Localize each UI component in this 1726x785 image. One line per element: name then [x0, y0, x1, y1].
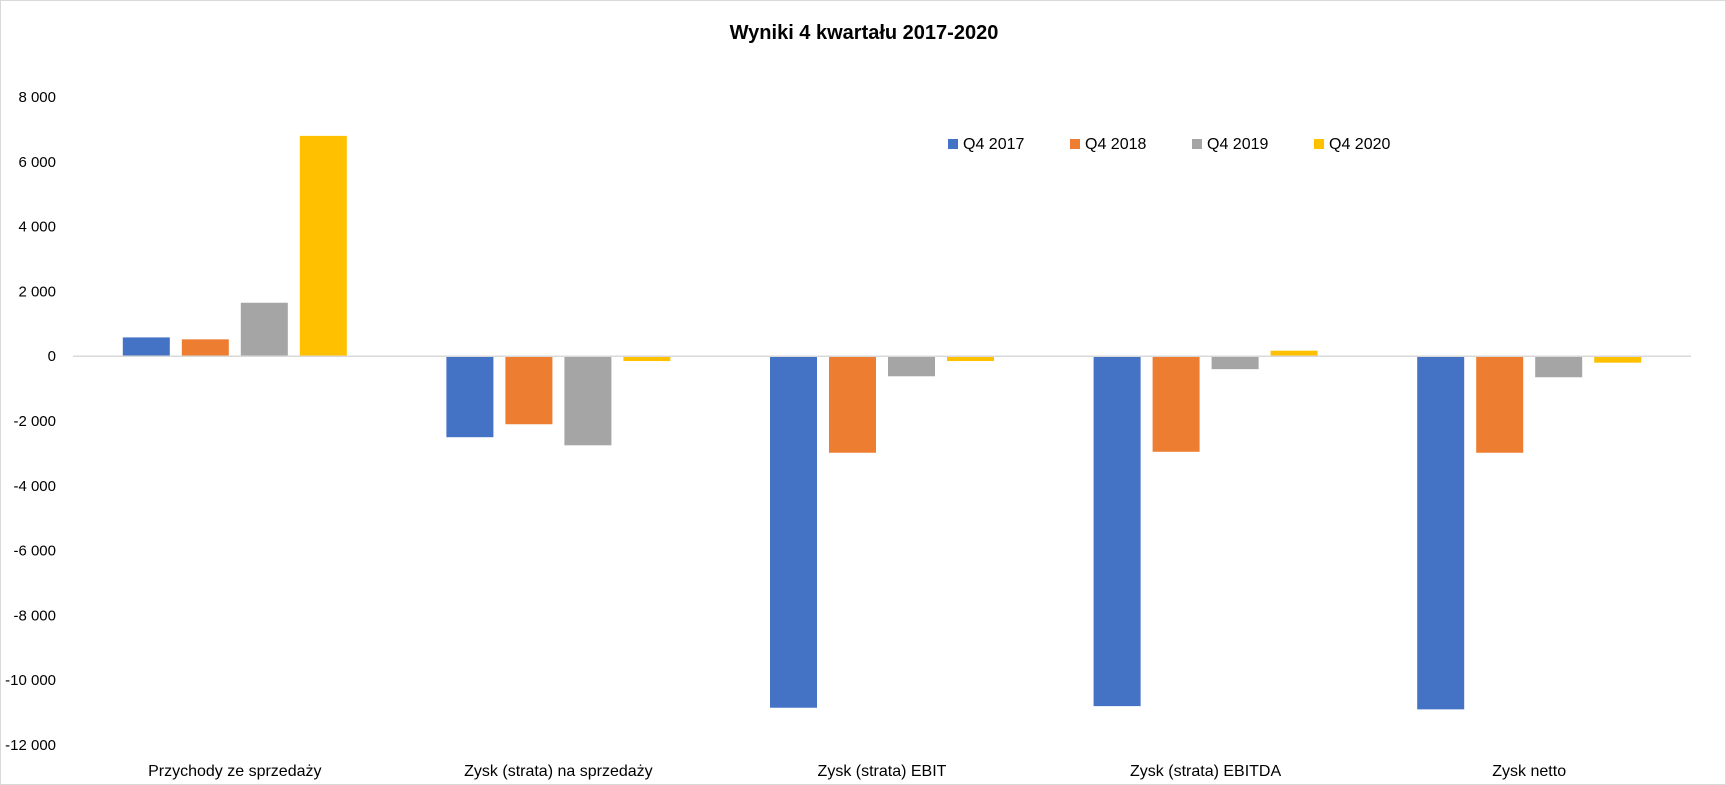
bar-q4-2018 [1476, 356, 1524, 453]
y-tick-label: -4 000 [13, 478, 56, 495]
bar-q4-2018 [505, 356, 553, 425]
bar-q4-2019 [1535, 356, 1583, 378]
y-tick-label: -12 000 [5, 737, 56, 754]
bar-q4-2020 [947, 356, 994, 362]
bar-q4-2019 [564, 356, 612, 446]
y-tick-label: 8 000 [18, 89, 56, 106]
bar-q4-2018 [1152, 356, 1200, 452]
bar-q4-2019 [888, 356, 935, 377]
y-tick-label: -2 000 [13, 413, 56, 430]
legend-label: Q4 2019 [1207, 136, 1268, 153]
x-category-label: Zysk (strata) EBITDA [1130, 763, 1281, 780]
y-tick-label: -6 000 [13, 543, 56, 560]
bar-q4-2019 [1211, 356, 1259, 370]
x-category-label: Przychody ze sprzedaży [148, 763, 321, 780]
bar-q4-2017 [1093, 356, 1141, 707]
bar-q4-2019 [240, 302, 288, 357]
bar-q4-2020 [623, 356, 671, 362]
y-axis: 8 000 6 000 4 000 2 000 0 -2 000 -4 000 -6 000 -… [5, 89, 56, 754]
bar-q4-2017 [446, 356, 494, 438]
legend-label: Q4 2018 [1085, 136, 1146, 153]
bar-q4-2020 [1270, 350, 1318, 357]
x-category-label: Zysk (strata) EBIT [818, 763, 947, 780]
legend: Q4 2017 Q4 2018 Q4 2019 Q4 2020 [948, 136, 1390, 153]
plot-area [73, 135, 1691, 710]
y-tick-label: -10 000 [5, 672, 56, 689]
legend-swatch [1314, 139, 1324, 149]
bar-q4-2018 [181, 339, 229, 357]
legend-label: Q4 2020 [1329, 136, 1390, 153]
y-tick-label: 0 [48, 348, 56, 365]
legend-swatch [948, 139, 958, 149]
x-axis: Przychody ze sprzedaży Zysk (strata) na s… [148, 763, 1566, 780]
y-tick-label: 6 000 [18, 154, 56, 171]
x-category-label: Zysk netto [1492, 763, 1566, 780]
legend-label: Q4 2017 [963, 136, 1024, 153]
x-category-label: Zysk (strata) na sprzedaży [464, 763, 653, 780]
y-tick-label: -8 000 [13, 607, 56, 624]
legend-swatch [1070, 139, 1080, 149]
bar-q4-2018 [829, 356, 876, 453]
y-tick-label: 2 000 [18, 283, 56, 300]
bar-q4-2017 [1417, 356, 1465, 710]
legend-swatch [1192, 139, 1202, 149]
bar-q4-2017 [770, 356, 817, 708]
bar-q4-2020 [1594, 356, 1642, 363]
chart-title: Wyniki 4 kwartału 2017-2020 [730, 22, 999, 44]
y-tick-label: 4 000 [18, 219, 56, 236]
bar-q4-2020 [299, 135, 347, 357]
bar-q4-2017 [122, 337, 170, 357]
